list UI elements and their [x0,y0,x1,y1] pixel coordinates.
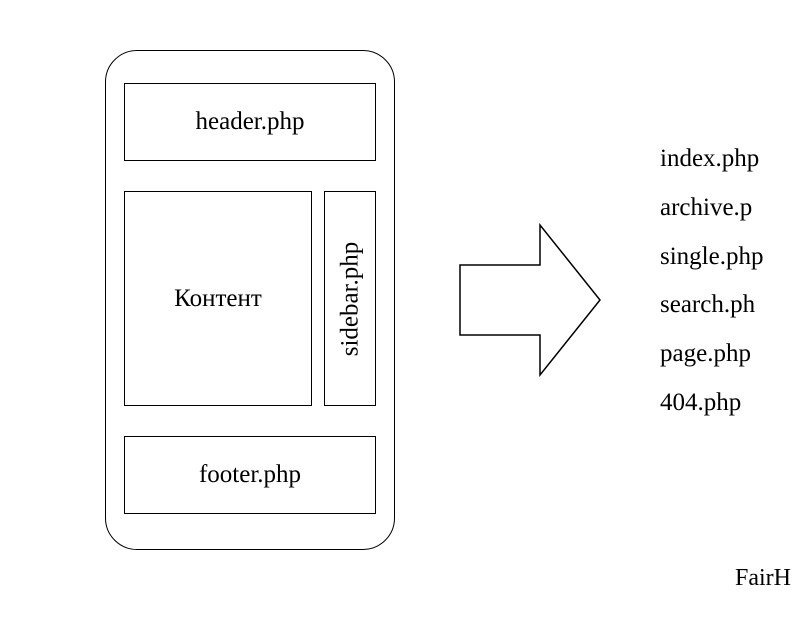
file-list: index.php archive.p single.php search.ph… [660,135,763,428]
watermark: FairH [735,565,791,592]
file-item: index.php [660,135,763,184]
middle-row: Контент sidebar.php [124,191,376,406]
sidebar-label: sidebar.php [336,241,364,356]
arrow-icon [450,210,610,390]
sidebar-box: sidebar.php [324,191,376,406]
file-item: search.ph [660,281,763,330]
file-item: 404.php [660,379,763,428]
footer-box: footer.php [124,436,376,514]
header-box: header.php [124,83,376,161]
header-label: header.php [196,108,305,136]
template-layout-container: header.php Контент sidebar.php footer.ph… [105,50,395,550]
content-box: Контент [124,191,312,406]
file-item: archive.p [660,184,763,233]
file-item: single.php [660,233,763,282]
file-item: page.php [660,330,763,379]
content-label: Контент [174,285,262,313]
footer-label: footer.php [199,461,301,489]
